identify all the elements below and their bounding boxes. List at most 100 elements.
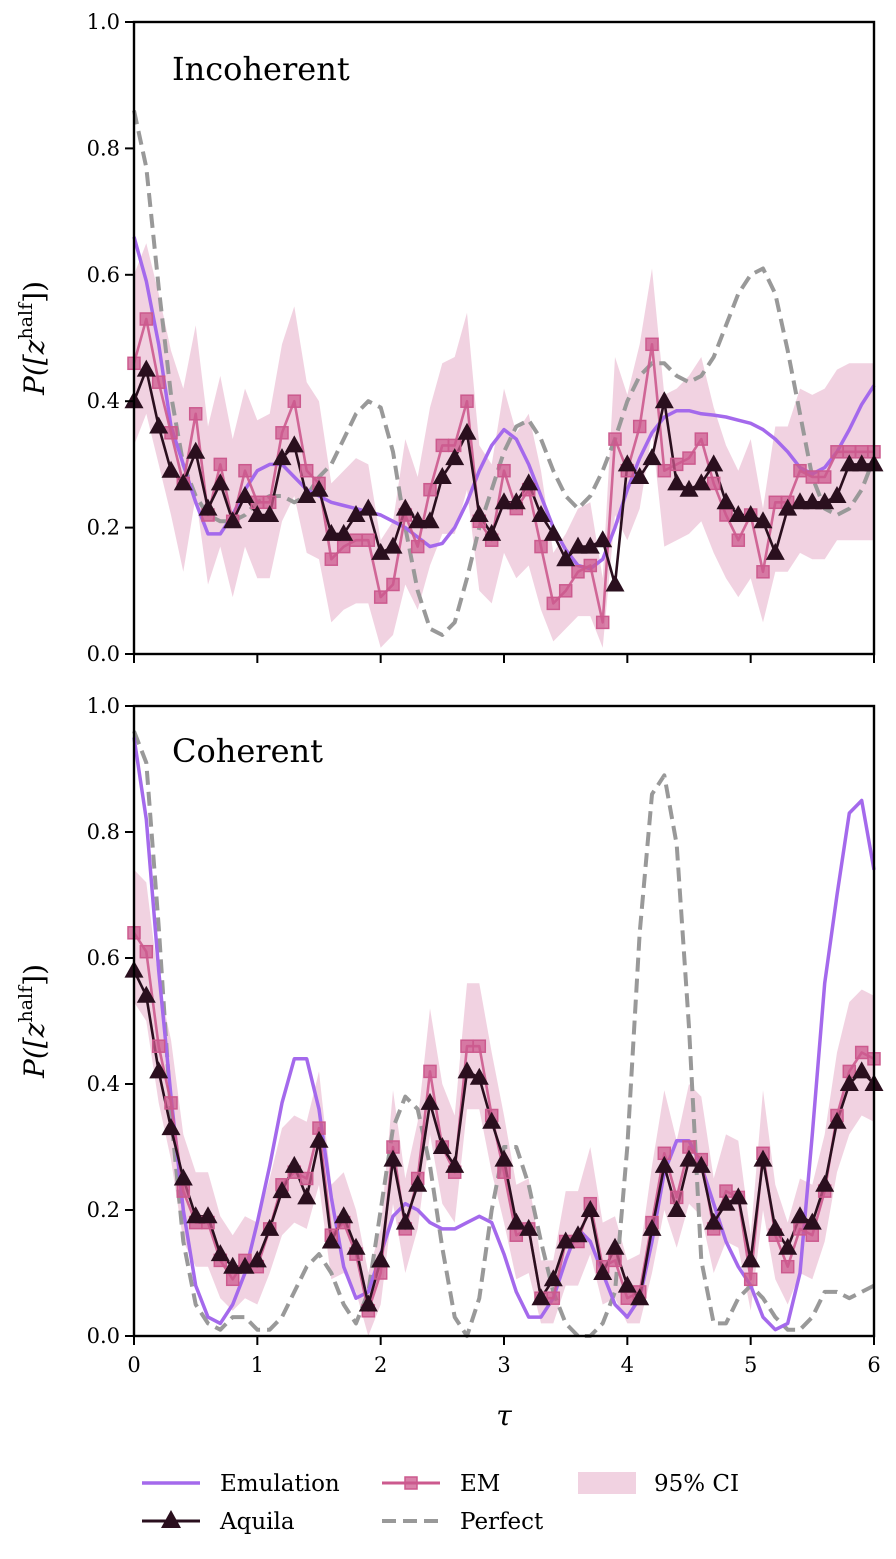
aquila-point xyxy=(334,1206,354,1224)
em-point xyxy=(151,375,166,389)
em-point xyxy=(558,584,573,598)
em-point xyxy=(632,419,647,434)
aquila-point xyxy=(778,1237,798,1255)
aquila-point xyxy=(667,473,687,491)
em-point xyxy=(423,1064,437,1079)
aquila-point xyxy=(593,1263,613,1280)
aquila-point xyxy=(432,467,452,484)
aquila-point xyxy=(223,1256,243,1274)
em-point xyxy=(238,463,252,478)
y-axis-label: P([zhalf]) xyxy=(15,964,51,1079)
aquila-point xyxy=(617,1275,637,1293)
legend-item-ci: 95% CI xyxy=(578,1471,739,1497)
aquila-point xyxy=(309,479,329,497)
y-tick-label: 0.2 xyxy=(87,1198,120,1222)
em-point xyxy=(361,533,376,547)
em-point xyxy=(793,463,807,478)
aquila-point xyxy=(716,1193,736,1211)
aquila-point xyxy=(482,1111,502,1129)
aquila-point xyxy=(728,505,748,522)
em-point xyxy=(151,1039,166,1053)
aquila-point xyxy=(802,1212,822,1230)
x-tick-label: 6 xyxy=(867,1353,880,1377)
aquila-point xyxy=(815,492,835,510)
aquila-point xyxy=(802,492,822,510)
em-point xyxy=(164,1096,178,1110)
panel-title: Incoherent xyxy=(172,50,350,88)
aquila-point xyxy=(408,1174,428,1192)
aquila-point xyxy=(765,1218,785,1236)
aquila-point xyxy=(580,1200,600,1217)
y-label-end: ]) xyxy=(18,964,51,986)
em-point xyxy=(620,1291,635,1305)
aquila-point xyxy=(593,530,613,548)
x-tick-label: 5 xyxy=(744,1353,757,1377)
ci-band xyxy=(134,243,874,648)
em-point xyxy=(780,1259,795,1274)
em-point xyxy=(854,1045,869,1060)
aquila-point xyxy=(827,1111,847,1129)
em-point xyxy=(805,1228,820,1242)
y-tick-label: 0.8 xyxy=(87,820,120,844)
y-tick-label: 1.0 xyxy=(87,10,120,34)
em-point xyxy=(682,451,696,465)
aquila-point xyxy=(321,1231,341,1249)
aquila-point xyxy=(494,492,514,510)
ci-band-layer xyxy=(134,243,874,648)
legend-item-aquila: Aquila xyxy=(142,1509,295,1535)
aquila-point xyxy=(223,511,243,529)
y-axis-label: P([zhalf]) xyxy=(15,281,51,396)
em-point xyxy=(299,1171,314,1186)
em-point xyxy=(706,476,721,491)
aquila-point xyxy=(235,486,255,503)
aquila-point xyxy=(741,505,761,522)
x-tick-label: 1 xyxy=(251,1353,264,1377)
panel-incoherent: 0.0 0.2 0.4 0.6 0.8 1.0 Incoherent P([zhalf]) xyxy=(15,10,884,666)
tick-layer: 0.0 0.2 0.4 0.6 0.8 1.0 xyxy=(87,10,875,666)
legend-item-em: EM xyxy=(382,1471,500,1497)
aquila-point xyxy=(186,441,206,459)
y-tick-label: 0.4 xyxy=(87,389,120,413)
aquila-point xyxy=(445,1155,465,1173)
aquila-point xyxy=(260,505,280,522)
aquila-point xyxy=(519,1218,539,1236)
aquila-point xyxy=(827,486,847,503)
em-point xyxy=(472,1039,487,1053)
legend-em-swatch-square-icon xyxy=(404,1476,418,1490)
em-point xyxy=(830,445,844,459)
aquila-point xyxy=(667,1200,687,1217)
em-point xyxy=(299,463,314,478)
aquila-point xyxy=(839,454,859,472)
aquila-point xyxy=(531,505,551,522)
aquila-point xyxy=(568,536,588,554)
em-point xyxy=(743,1272,758,1287)
aquila-point xyxy=(790,1206,810,1224)
x-tick-label: 3 xyxy=(497,1353,510,1377)
marker-layer xyxy=(124,926,884,1318)
aquila-point xyxy=(371,542,391,560)
em-point xyxy=(287,394,302,408)
aquila-point xyxy=(161,1118,181,1136)
aquila-point xyxy=(494,1149,514,1167)
y-label-sup: half xyxy=(15,984,37,1023)
aquila-point xyxy=(309,1130,329,1148)
aquila-point xyxy=(642,448,662,466)
marker-layer xyxy=(124,312,884,630)
aquila-point xyxy=(198,1206,218,1224)
aquila-point xyxy=(815,1174,835,1192)
x-axis-label: τ xyxy=(496,1399,512,1432)
em-point xyxy=(139,944,154,959)
em-point xyxy=(373,590,388,604)
aquila-point xyxy=(482,523,502,541)
aquila-point xyxy=(321,523,341,541)
aquila-point xyxy=(383,1149,403,1167)
aquila-point xyxy=(136,359,156,377)
em-point xyxy=(497,1165,511,1179)
aquila-point xyxy=(839,1074,859,1091)
aquila-point xyxy=(728,1187,748,1205)
aquila-point xyxy=(395,498,415,516)
em-point xyxy=(546,1291,561,1305)
em-point xyxy=(460,1039,474,1053)
legend-item-emulation: Emulation xyxy=(142,1471,340,1497)
